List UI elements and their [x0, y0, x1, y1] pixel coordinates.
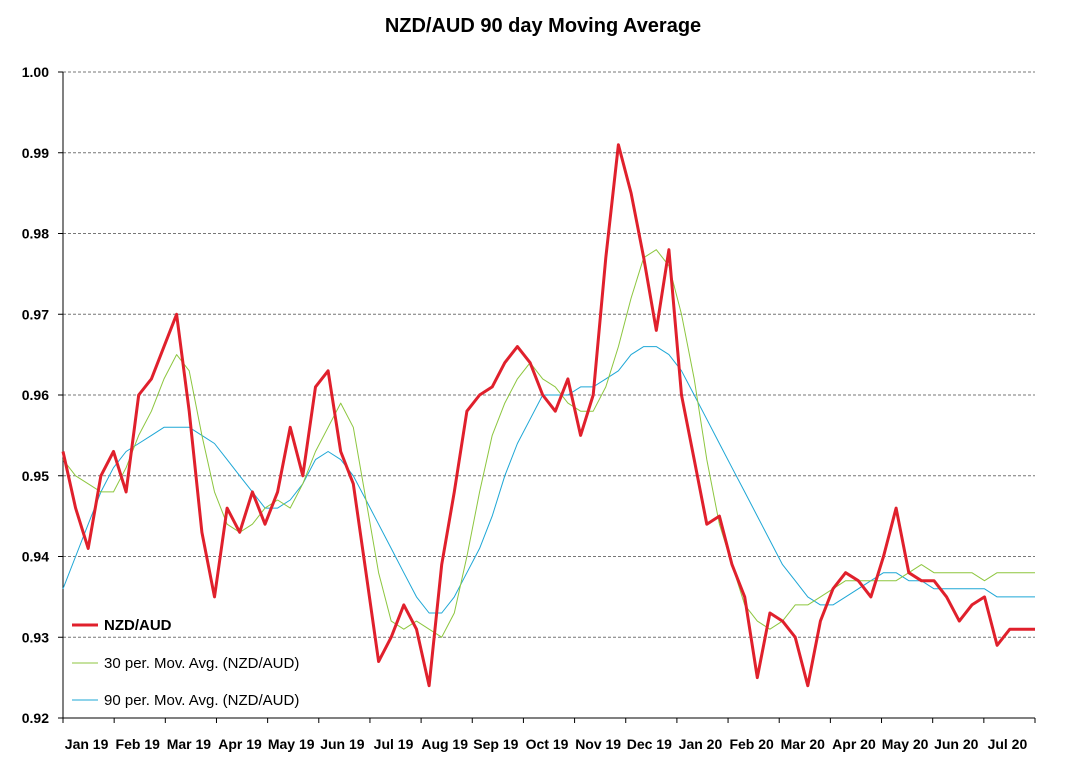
x-tick-label: Nov 19: [575, 736, 621, 752]
y-tick-label: 0.95: [22, 468, 49, 484]
x-tick-label: Sep 19: [473, 736, 518, 752]
x-tick-label: Feb 19: [116, 736, 161, 752]
series-90-ma-line: [62, 346, 1035, 614]
x-axis-ticks: Jan 19 Feb 19 Mar 19 Apr 19 May 19 Jun 19 Jul …: [62, 718, 1036, 752]
legend: NZD/AUD 30 per. Mov. Avg. (NZD/AUD) 90 per…: [72, 617, 299, 709]
x-tick-label: May 20: [882, 736, 929, 752]
x-tick-label: Mar 20: [781, 736, 826, 752]
chart-title: NZD/AUD 90 day Moving Average: [385, 15, 701, 37]
y-tick-label: 0.94: [22, 549, 49, 565]
y-tick-label: 0.93: [22, 629, 49, 645]
x-tick-label: Dec 19: [627, 736, 672, 752]
series-lines: [61, 143, 1035, 688]
x-tick-label: Jan 20: [679, 736, 723, 752]
y-tick-label: 1.00: [22, 64, 49, 80]
y-tick-label: 0.96: [22, 387, 49, 403]
x-tick-label: Mar 19: [167, 736, 212, 752]
y-tick-label: 0.97: [22, 306, 49, 322]
x-tick-label: Jan 19: [65, 736, 109, 752]
x-tick-label: Jun 20: [934, 736, 979, 752]
series-30-ma-line: [62, 249, 1035, 638]
grid: [63, 71, 1035, 638]
legend-item-90-ma-label: 90 per. Mov. Avg. (NZD/AUD): [104, 692, 299, 709]
legend-item-nzd-aud-label: NZD/AUD: [104, 617, 172, 634]
x-tick-label: Jul 19: [374, 736, 414, 752]
x-tick-label: Apr 20: [832, 736, 876, 752]
y-tick-label: 0.92: [22, 710, 49, 726]
x-tick-label: May 19: [268, 736, 315, 752]
x-tick-label: Jun 19: [320, 736, 365, 752]
y-axis-ticks: 0.92 0.93 0.94 0.95 0.96 0.97 0.98 0.99 1.00: [22, 64, 63, 726]
series-nzd-aud-line: [61, 143, 1035, 688]
x-tick-label: Apr 19: [218, 736, 262, 752]
y-tick-label: 0.98: [22, 226, 49, 242]
y-tick-label: 0.99: [22, 145, 49, 161]
x-tick-label: Oct 19: [526, 736, 569, 752]
x-tick-label: Jul 20: [988, 736, 1028, 752]
x-tick-label: Feb 20: [729, 736, 774, 752]
legend-item-30-ma-label: 30 per. Mov. Avg. (NZD/AUD): [104, 655, 299, 672]
x-tick-label: Aug 19: [421, 736, 468, 752]
